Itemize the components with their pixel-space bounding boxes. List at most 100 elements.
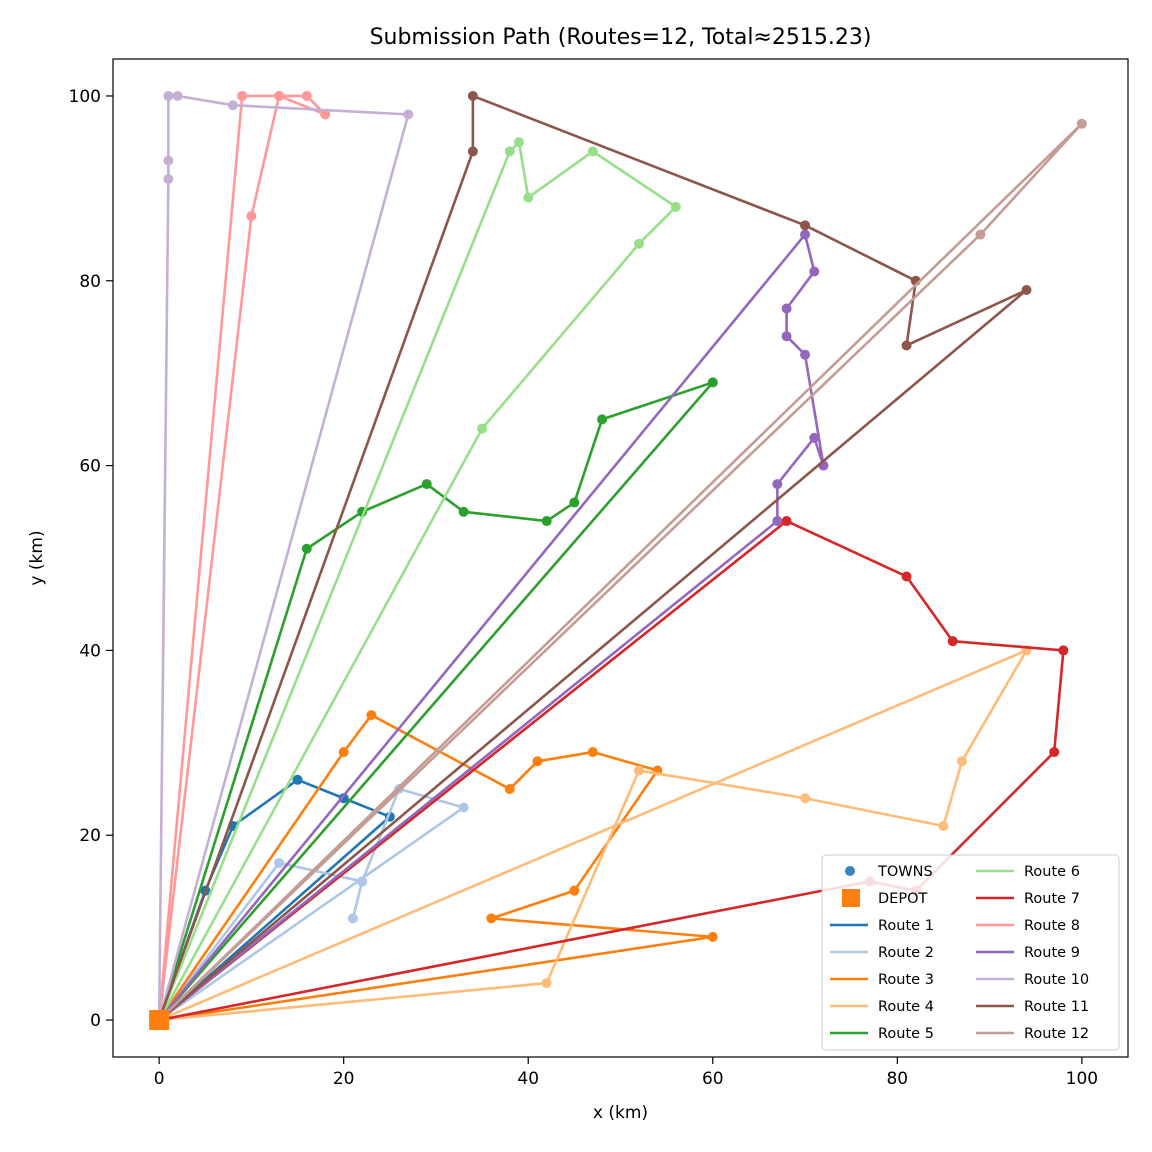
- chart-title: Submission Path (Routes=12, Total≈2515.2…: [370, 25, 872, 50]
- legend-label: Route 6: [1024, 864, 1080, 880]
- route-7-stop: [947, 636, 958, 647]
- legend-item: Route 5: [830, 1026, 934, 1042]
- route-8-stop: [301, 90, 312, 101]
- route-11-line: [157, 94, 1028, 1022]
- legend-label: Route 1: [878, 918, 934, 934]
- legend-item: Route 7: [976, 891, 1080, 907]
- legend-item: DEPOT: [842, 889, 927, 907]
- route-5: [157, 377, 718, 1022]
- route-6-stop: [504, 146, 515, 157]
- route-8-line: [157, 94, 327, 1022]
- route-4-stop: [956, 756, 967, 767]
- route-10-stop: [163, 90, 174, 101]
- route-3: [157, 710, 718, 1022]
- route-6-stop: [523, 192, 534, 203]
- route-5-stop: [597, 414, 608, 425]
- route-4-stop: [541, 978, 552, 989]
- route-5-stop: [541, 516, 552, 527]
- route-2-stop: [357, 876, 368, 887]
- depot-marker: [149, 1010, 170, 1031]
- route-12-stop: [1076, 118, 1087, 129]
- legend-depot-marker: [842, 889, 860, 907]
- legend-label: Route 4: [878, 999, 934, 1015]
- legend: TOWNS DEPOT Route 1 Route 2 Route 3 Route 4 Ro…: [821, 854, 1120, 1051]
- route-3-stop: [707, 931, 718, 942]
- route-3-stop: [569, 885, 580, 896]
- route-5-line: [157, 381, 715, 1022]
- route-3-stop: [338, 747, 349, 758]
- route-5-stop: [707, 377, 718, 388]
- legend-item: Route 9: [976, 945, 1080, 961]
- route-11: [157, 90, 1032, 1022]
- route-7-stop: [901, 571, 912, 582]
- route-12-line: [157, 122, 1084, 1022]
- axes-frame: [112, 58, 1129, 1058]
- route-3-stop: [366, 710, 377, 721]
- legend-item: Route 8: [976, 918, 1080, 934]
- route-11-stop: [1021, 285, 1032, 296]
- y-tick-label: 0: [90, 1011, 101, 1031]
- route-7-stop: [1058, 645, 1069, 656]
- route-6-stop: [587, 146, 598, 157]
- route-11-stop: [467, 146, 478, 157]
- x-tick-label: 40: [517, 1069, 539, 1089]
- route-11-stop: [467, 90, 478, 101]
- route-8-stop: [246, 211, 257, 222]
- legend-label: TOWNS: [877, 864, 933, 880]
- route-6-stop: [633, 238, 644, 249]
- route-10-stop: [403, 109, 414, 120]
- route-6: [157, 137, 681, 1022]
- legend-label: Route 7: [1024, 891, 1080, 907]
- route-5-stop: [569, 497, 580, 508]
- plot-area: [149, 90, 1087, 1031]
- y-tick-label: 100: [69, 87, 101, 107]
- x-tick-label: 20: [333, 1069, 355, 1089]
- legend-box: [821, 854, 1120, 1051]
- route-9-stop: [800, 349, 811, 360]
- route-8: [157, 90, 331, 1022]
- legend-item: Route 3: [830, 972, 934, 988]
- route-12: [157, 118, 1087, 1022]
- route-1-stop: [338, 793, 349, 804]
- route-9-stop: [800, 229, 811, 240]
- route-10-stop: [227, 100, 238, 111]
- legend-label: Route 10: [1024, 972, 1089, 988]
- y-tick-label: 80: [79, 272, 101, 292]
- route-5-stop: [301, 543, 312, 554]
- y-tick-label: 20: [79, 826, 101, 846]
- legend-label: Route 3: [878, 972, 934, 988]
- route-3-stop: [532, 756, 543, 767]
- x-tick-label: 0: [154, 1069, 165, 1089]
- route-4-stop: [633, 765, 644, 776]
- x-axis-label: x (km): [593, 1103, 648, 1123]
- route-12-stop: [975, 229, 986, 240]
- legend-label: Route 5: [878, 1026, 934, 1042]
- legend-item: Route 1: [830, 918, 934, 934]
- route-2-stop: [347, 913, 358, 924]
- route-9-stop: [809, 432, 820, 443]
- legend-item: Route 11: [976, 999, 1089, 1015]
- route-6-stop: [477, 423, 488, 434]
- route-7-stop: [1049, 747, 1060, 758]
- route-4-stop: [938, 820, 949, 831]
- x-tick-label: 100: [1066, 1069, 1098, 1089]
- legend-label: Route 9: [1024, 945, 1080, 961]
- route-11-stop: [800, 220, 811, 231]
- route-7-stop: [781, 516, 792, 527]
- legend-item: Route 12: [976, 1026, 1089, 1042]
- route-10-stop: [163, 155, 174, 166]
- route-9-stop: [772, 516, 783, 527]
- route-10-stop: [172, 90, 183, 101]
- y-tick-label: 60: [79, 457, 101, 477]
- legend-label: Route 2: [878, 945, 934, 961]
- route-2-stop: [274, 857, 285, 868]
- route-6-stop: [670, 201, 681, 212]
- route-6-stop: [514, 137, 524, 148]
- legend-label: DEPOT: [878, 891, 927, 907]
- y-axis-label: y (km): [27, 530, 47, 585]
- route-8-stop: [274, 90, 285, 101]
- legend-label: Route 11: [1024, 999, 1089, 1015]
- x-tick-label: 60: [702, 1069, 724, 1089]
- route-9-stop: [772, 479, 783, 490]
